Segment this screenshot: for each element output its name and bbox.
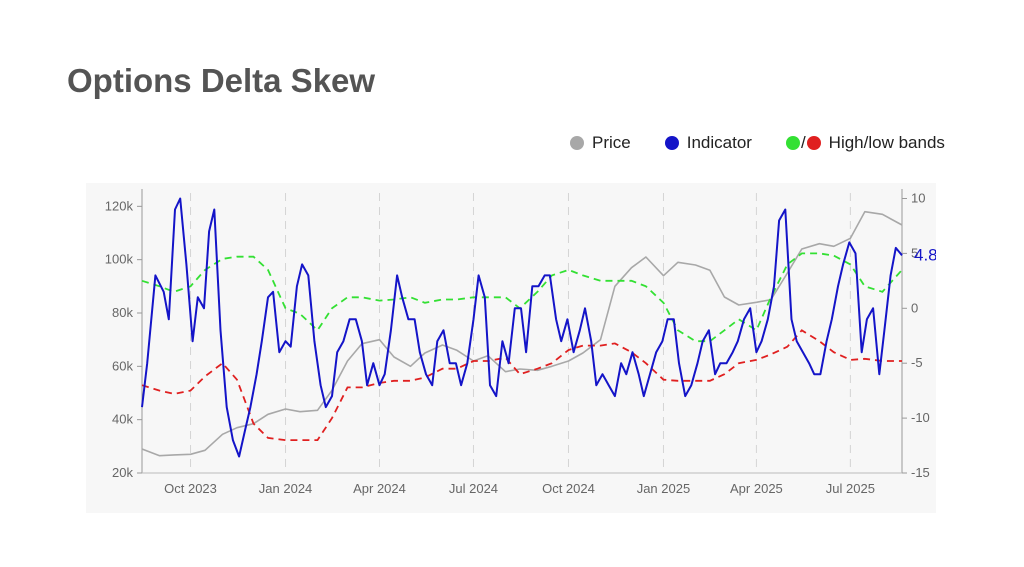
right-tick-label: 0 bbox=[911, 300, 918, 315]
x-tick-label: Apr 2025 bbox=[730, 481, 783, 496]
left-tick-label: 100k bbox=[105, 252, 134, 267]
price-dot-icon bbox=[570, 136, 584, 150]
right-tick-label: -15 bbox=[911, 465, 930, 480]
x-tick-label: Apr 2024 bbox=[353, 481, 406, 496]
right-tick-label: -5 bbox=[911, 355, 923, 370]
indicator-dot-icon bbox=[664, 136, 679, 150]
low-band-line bbox=[141, 329, 902, 441]
legend-item-bands[interactable]: / High/low bands bbox=[785, 133, 945, 153]
legend-slash: / bbox=[800, 133, 806, 152]
x-tick-label: Jan 2025 bbox=[637, 481, 691, 496]
x-tick-label: Jul 2025 bbox=[826, 481, 875, 496]
page-title: Options Delta Skew bbox=[67, 62, 376, 99]
chart-area: Oct 2023 Jan 2024 Apr 2024 Jul 2024 Oct 2024… bbox=[86, 183, 936, 513]
legend-label-bands: High/low bands bbox=[828, 133, 945, 152]
left-tick-label: 20k bbox=[112, 465, 133, 480]
chart-legend: Price Indicator / High/low bands bbox=[570, 131, 945, 155]
left-tick-label: 40k bbox=[112, 412, 133, 427]
legend-label-indicator: Indicator bbox=[686, 133, 752, 152]
indicator-line bbox=[141, 197, 903, 458]
right-tick-label: 5 bbox=[911, 245, 918, 260]
legend-label-price: Price bbox=[592, 133, 631, 152]
high-band-dot-icon bbox=[785, 136, 800, 150]
x-tick-label: Oct 2024 bbox=[542, 481, 595, 496]
right-tick-label: 10 bbox=[911, 190, 925, 205]
legend-item-price[interactable]: Price bbox=[570, 133, 631, 153]
left-tick-label: 60k bbox=[112, 358, 133, 373]
right-tick-label: -10 bbox=[911, 410, 930, 425]
x-tick-label: Jan 2024 bbox=[259, 481, 313, 496]
last-value-label: 4.83 bbox=[914, 245, 936, 264]
chart-svg: Oct 2023 Jan 2024 Apr 2024 Jul 2024 Oct 2024… bbox=[105, 189, 936, 496]
x-tick-label: Oct 2023 bbox=[164, 481, 217, 496]
x-tick-label: Jul 2024 bbox=[449, 481, 498, 496]
left-tick-label: 80k bbox=[112, 305, 133, 320]
left-tick-label: 120k bbox=[105, 198, 134, 213]
low-band-dot-icon bbox=[806, 136, 821, 150]
legend-item-indicator[interactable]: Indicator bbox=[664, 133, 752, 153]
